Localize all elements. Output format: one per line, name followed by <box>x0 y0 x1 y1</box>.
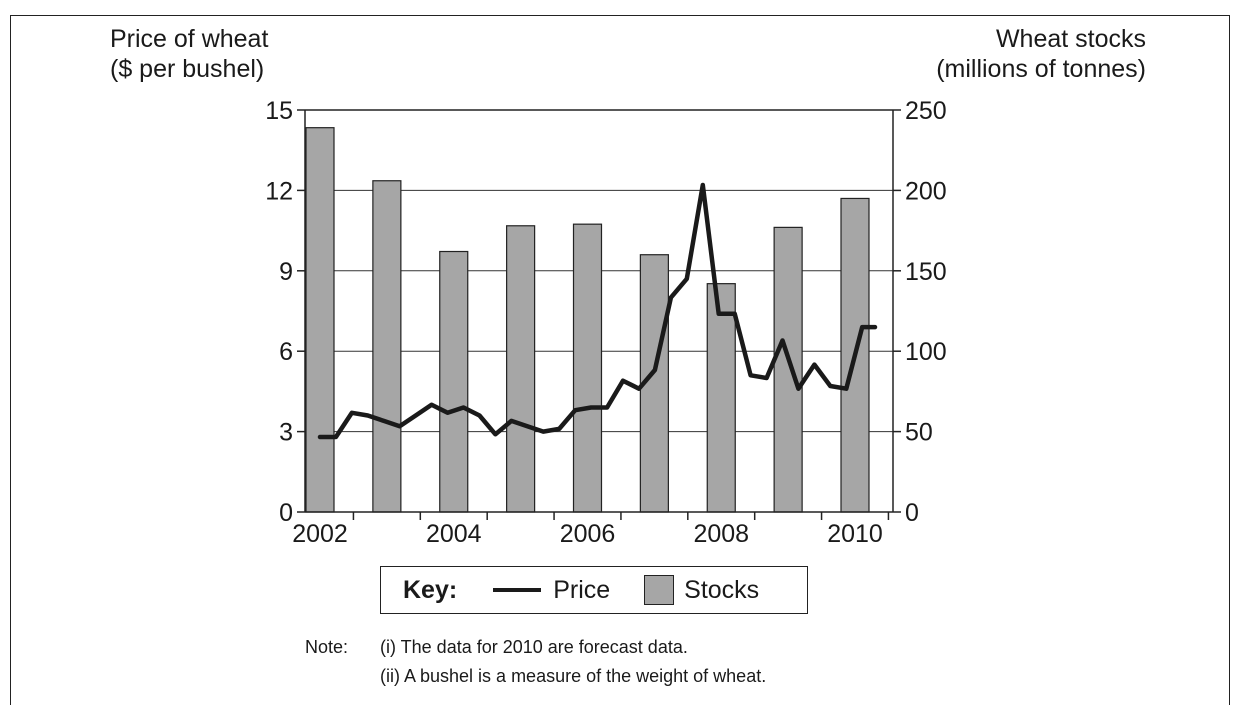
stocks-bar <box>506 225 536 513</box>
left-axis-tick-label: 12 <box>265 177 293 205</box>
right-axis-title: Wheat stocks (millions of tonnes) <box>936 24 1146 84</box>
right-axis-tick-label: 50 <box>905 419 933 447</box>
right-axis-tick-label: 0 <box>905 499 919 527</box>
note-label: Note: <box>305 637 349 657</box>
x-axis-tick-label: 2006 <box>560 520 616 548</box>
note-line-1: (i) The data for 2010 are forecast data. <box>380 637 688 657</box>
stocks-bar <box>372 180 402 513</box>
right-axis-title-line2: (millions of tonnes) <box>936 55 1146 83</box>
stocks-bar <box>572 223 603 513</box>
legend-stocks-label: Stocks <box>684 575 760 604</box>
left-axis-tick-label: 9 <box>279 258 293 286</box>
price-line <box>317 182 878 440</box>
x-axis-tick-label: 2008 <box>693 520 749 548</box>
right-axis-tick-label: 250 <box>905 97 947 125</box>
stocks-bar <box>706 283 736 513</box>
left-axis-tick-label: 15 <box>265 97 293 125</box>
left-axis-title-line2: ($ per bushel) <box>110 55 265 83</box>
x-axis-tick-label: 2010 <box>827 520 883 548</box>
legend-price-swatch <box>493 588 542 592</box>
right-axis-tick-label: 200 <box>905 177 947 205</box>
stocks-bar <box>773 226 803 513</box>
legend-price-label: Price <box>553 575 611 604</box>
stocks-bar <box>305 127 335 513</box>
right-axis-title-line1: Wheat stocks <box>995 25 1146 53</box>
stocks-bar <box>439 250 469 513</box>
right-axis-tick-label: 150 <box>905 258 947 286</box>
note-line-2: (ii) A bushel is a measure of the weight… <box>380 666 767 686</box>
legend-stocks-swatch <box>644 575 675 605</box>
right-axis-tick-label: 100 <box>905 338 947 366</box>
x-axis-tick-label: 2002 <box>292 520 348 548</box>
left-axis-title-line1: Price of wheat <box>110 25 269 53</box>
left-axis-tick-label: 0 <box>279 499 293 527</box>
left-axis-tick-label: 6 <box>279 338 293 366</box>
chart-legend: Key: Price Stocks <box>380 566 808 614</box>
left-axis-title: Price of wheat ($ per bushel) <box>110 24 268 84</box>
legend-title: Key: <box>403 575 458 604</box>
chart-frame <box>10 15 1230 705</box>
left-axis-tick-label: 3 <box>279 419 293 447</box>
x-axis-tick-label: 2004 <box>426 520 482 548</box>
